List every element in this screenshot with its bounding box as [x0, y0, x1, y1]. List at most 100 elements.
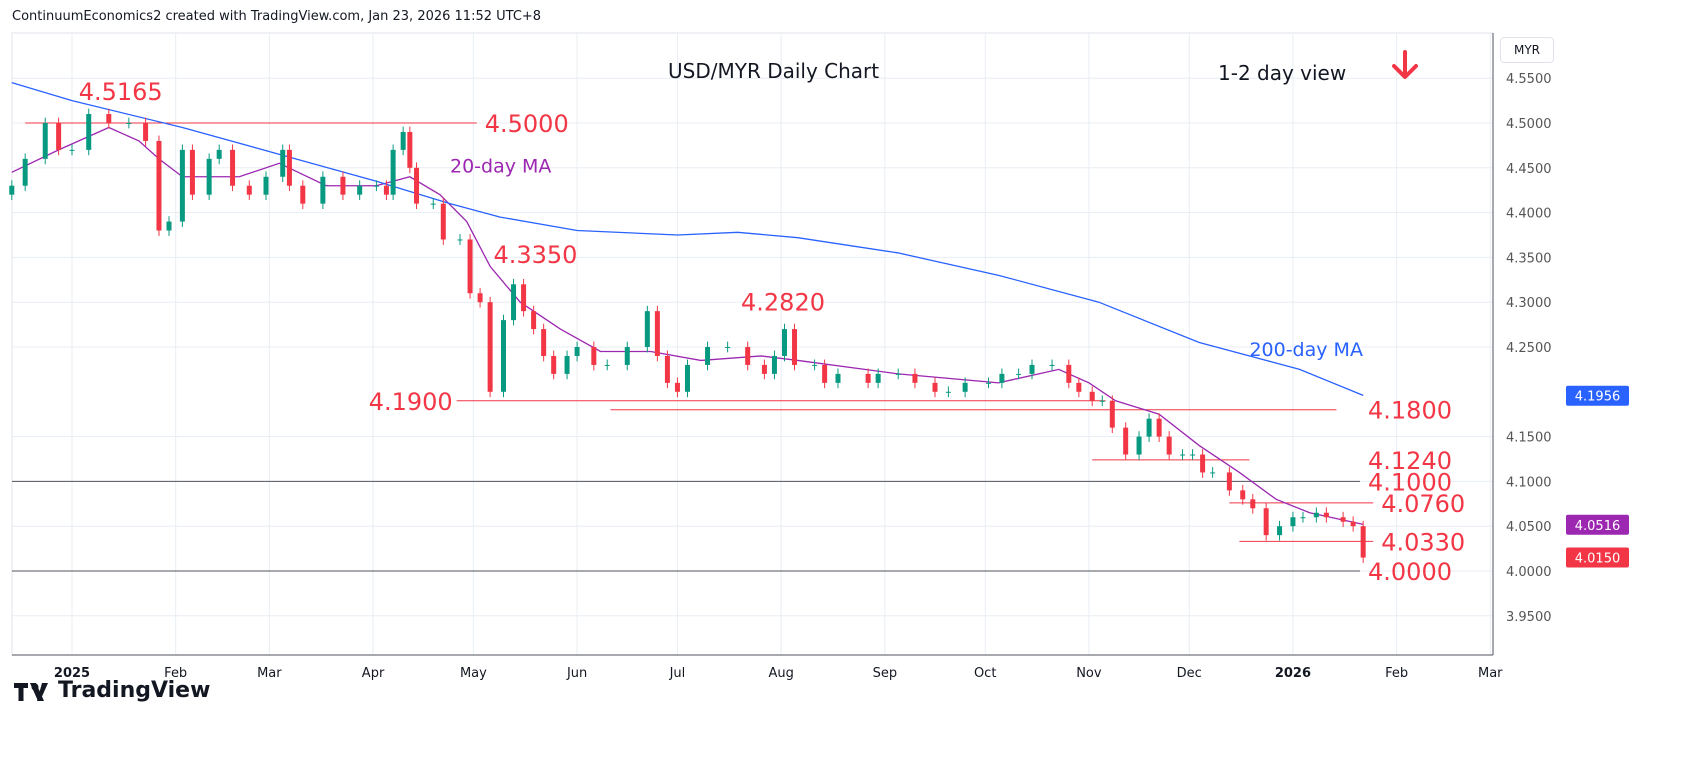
candle-body: [206, 158, 212, 195]
candle-body: [501, 320, 507, 392]
level-label: 4.1900: [369, 388, 453, 416]
price-badge-label: 4.1956: [1575, 390, 1621, 405]
candle-body: [624, 347, 630, 365]
y-tick-label: 4.1500: [1506, 431, 1552, 446]
candle-body: [705, 347, 711, 365]
x-tick-label: Aug: [768, 666, 793, 681]
y-tick-label: 4.5000: [1506, 117, 1552, 132]
level-label: 4.0760: [1381, 490, 1465, 518]
candle-body: [22, 158, 28, 186]
candle-body: [792, 329, 798, 365]
y-tick-label: 4.3500: [1506, 251, 1552, 266]
candle-body: [320, 176, 326, 204]
candle-body: [945, 391, 951, 393]
candle-body: [912, 373, 918, 383]
x-tick-label: Nov: [1076, 666, 1102, 681]
candle-body: [280, 149, 286, 177]
candle-body: [574, 347, 580, 356]
candle-body: [999, 373, 1005, 383]
candle-body: [745, 347, 751, 365]
candle-body: [189, 149, 195, 195]
candle-body: [357, 185, 363, 195]
candle-body: [1277, 526, 1283, 536]
candle-body: [42, 123, 48, 159]
annotation-label: 4.5165: [79, 78, 163, 106]
y-tick-label: 4.0500: [1506, 520, 1552, 535]
candle-body: [1109, 400, 1115, 428]
tradingview-logo-icon: [14, 682, 48, 701]
candle-body: [86, 114, 92, 150]
y-tick-label: 4.5500: [1506, 72, 1552, 87]
ma-200-line: [11, 82, 1364, 396]
candle-body: [1300, 517, 1306, 519]
y-tick-label: 4.1000: [1506, 475, 1552, 490]
candle-body: [725, 347, 731, 348]
candle-body: [822, 364, 828, 383]
candle-body: [1166, 436, 1172, 455]
candle-body: [1146, 418, 1152, 437]
candle-body: [895, 373, 901, 375]
annotation-label: 4.2820: [741, 288, 825, 316]
chart-title: USD/MYR Daily Chart: [668, 59, 879, 83]
candle-body: [1210, 472, 1216, 474]
price-badge-label: 4.0516: [1575, 519, 1621, 534]
candle-body: [414, 167, 420, 204]
candle-body: [835, 373, 841, 383]
candle-body: [812, 364, 818, 366]
y-tick-label: 4.4500: [1506, 162, 1552, 177]
candle-body: [1123, 427, 1129, 455]
candle-body: [986, 382, 992, 384]
candle-body: [300, 185, 306, 204]
x-tick-label: Sep: [873, 666, 898, 681]
annotation-label: 200-day MA: [1249, 339, 1363, 361]
x-tick-label: Apr: [362, 666, 385, 681]
candle-body: [1323, 512, 1329, 518]
candle-body: [246, 185, 252, 195]
tradingview-logo: TradingView: [14, 678, 210, 703]
candle-body: [684, 364, 690, 392]
x-tick-label: Jul: [669, 666, 686, 681]
candle-body: [511, 284, 517, 321]
level-label: 4.1000: [1368, 468, 1452, 496]
price-badge: [1566, 514, 1629, 535]
candle-body: [962, 382, 968, 392]
x-tick-label: Mar: [257, 666, 282, 681]
candle-body: [400, 131, 406, 150]
candle-body: [390, 149, 396, 195]
view-label: 1-2 day view: [1218, 61, 1346, 85]
candle-body: [440, 203, 446, 240]
x-tick-label: Feb: [164, 666, 187, 681]
candle-body: [551, 355, 557, 374]
level-label: 4.0000: [1368, 558, 1452, 586]
candle-body: [179, 149, 185, 222]
price-badge-label: 4.0150: [1575, 552, 1621, 567]
candle-body: [1200, 454, 1206, 473]
currency-button[interactable]: MYR: [1500, 37, 1554, 63]
candle-body: [865, 373, 871, 383]
candle-body: [771, 355, 777, 374]
candle-body: [340, 176, 346, 195]
candle-body: [1313, 512, 1319, 518]
x-tick-label: Oct: [974, 666, 996, 681]
candle-body: [430, 203, 436, 205]
level-label: 4.1800: [1368, 397, 1452, 425]
candle-body: [1066, 364, 1072, 383]
candle-body: [487, 302, 493, 392]
candle-body: [1240, 490, 1246, 500]
candle-body: [9, 185, 15, 195]
candle-body: [664, 355, 670, 383]
candle-body: [564, 355, 570, 374]
candle-body: [1250, 499, 1256, 509]
candle-body: [604, 364, 610, 366]
candle-body: [1180, 454, 1186, 456]
arrow-down-icon: [1392, 50, 1418, 79]
candle-body: [1350, 521, 1356, 527]
candle-body: [654, 311, 660, 356]
candle-body: [1099, 400, 1105, 402]
candle-body: [1089, 391, 1095, 401]
candle-body: [373, 185, 379, 187]
candle-body: [56, 123, 62, 150]
candle-body: [407, 131, 413, 168]
